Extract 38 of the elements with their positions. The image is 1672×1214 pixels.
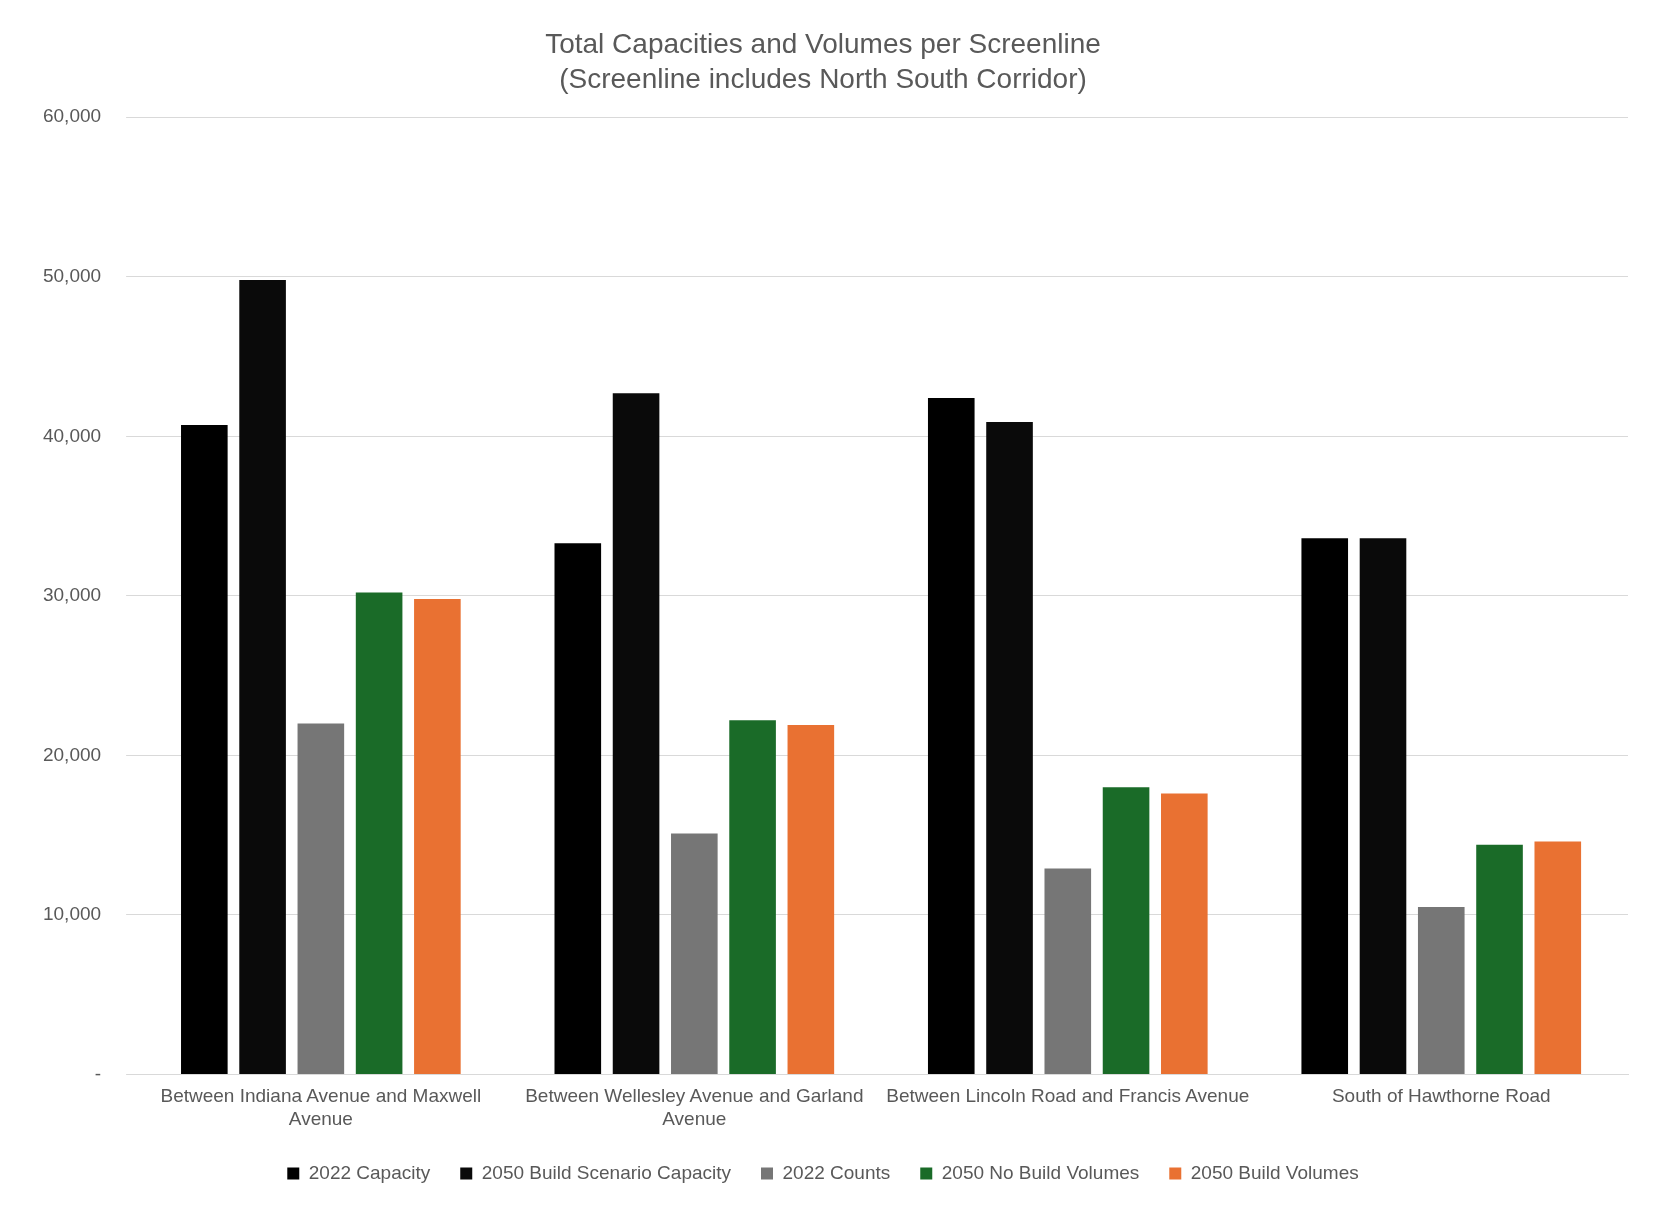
- legend-label: 2050 No Build Volumes: [941, 1161, 1140, 1183]
- bar: [239, 279, 286, 1074]
- chart-title: Total Capacities and Volumes per Screenline: [545, 27, 1101, 59]
- y-tick-label: 50,000: [42, 264, 102, 286]
- legend-label: 2050 Build Scenario Capacity: [481, 1161, 732, 1183]
- bar: [612, 393, 660, 1074]
- bar: [1476, 844, 1523, 1074]
- y-tick-label: 10,000: [42, 903, 102, 925]
- bar: [927, 397, 975, 1074]
- bar: [554, 543, 602, 1074]
- bar: [1102, 787, 1150, 1074]
- bar: [297, 723, 345, 1074]
- bar: [1359, 538, 1407, 1074]
- y-tick-label: 20,000: [42, 743, 102, 765]
- y-tick-label: 60,000: [42, 105, 102, 127]
- bar: [1534, 841, 1582, 1074]
- legend-label: 2022 Counts: [782, 1161, 891, 1183]
- legend-label: 2022 Capacity: [308, 1161, 431, 1183]
- legend-label: 2050 Build Volumes: [1190, 1161, 1359, 1183]
- bar: [787, 725, 835, 1074]
- chart-subtitle: (Screenline includes North South Corridor): [559, 63, 1087, 95]
- x-tick-label: Between Lincoln Road and Francis Avenue: [886, 1085, 1250, 1107]
- y-tick-label: -: [94, 1062, 102, 1084]
- bar: [1161, 793, 1208, 1074]
- bar: [729, 720, 776, 1074]
- bar: [1417, 906, 1465, 1074]
- x-tick-label: Between Indiana Avenue and Maxwell Avenue: [160, 1085, 482, 1129]
- x-tick-label: Between Wellesley Avenue and Garland Avenue: [525, 1085, 864, 1129]
- bar: [1044, 868, 1092, 1074]
- bar: [181, 425, 228, 1074]
- x-tick-label: South of Hawthorne Road: [1331, 1085, 1551, 1107]
- y-tick-label: 40,000: [42, 424, 102, 446]
- y-tick-label: 30,000: [42, 584, 102, 606]
- bar: [986, 421, 1033, 1074]
- bar: [355, 592, 403, 1074]
- bar: [671, 833, 718, 1074]
- bar: [414, 598, 461, 1074]
- bar: [1301, 538, 1349, 1074]
